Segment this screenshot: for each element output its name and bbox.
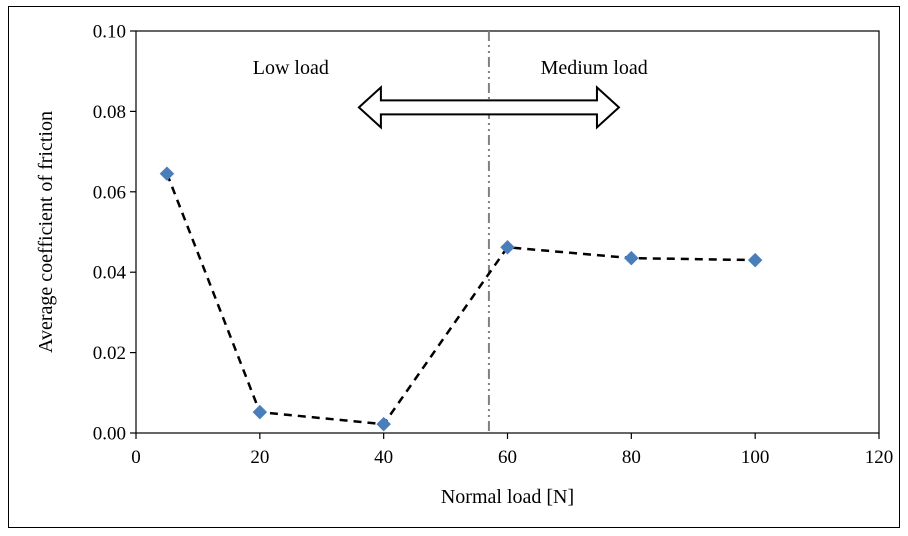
data-point xyxy=(252,404,268,420)
x-tick-label: 40 xyxy=(374,447,393,468)
y-tick-label: 0.04 xyxy=(93,263,127,284)
x-tick-label: 80 xyxy=(622,447,641,468)
x-tick-label: 100 xyxy=(741,447,770,468)
data-point xyxy=(623,250,639,266)
y-tick-label: 0.08 xyxy=(93,102,126,123)
y-tick-label: 0.10 xyxy=(93,22,126,43)
x-axis-ticks: 0 20 40 60 80 100 120 xyxy=(131,433,893,468)
data-point xyxy=(500,239,515,255)
y-tick-label: 0.02 xyxy=(93,343,126,364)
data-point xyxy=(376,416,392,432)
x-tick-label: 0 xyxy=(131,447,141,468)
data-point xyxy=(159,166,175,182)
low-load-label: Low load xyxy=(253,57,329,79)
y-axis-ticks: 0.00 0.02 0.04 0.06 0.08 0.10 xyxy=(93,22,136,445)
data-points xyxy=(159,166,763,432)
y-axis-label: Average coefficient of friction xyxy=(35,111,57,353)
data-point xyxy=(747,252,763,268)
x-tick-label: 120 xyxy=(865,447,894,468)
x-axis-label: Normal load [N] xyxy=(441,486,574,508)
medium-load-label: Medium load xyxy=(541,57,648,79)
x-tick-label: 60 xyxy=(498,447,517,468)
x-tick-label: 20 xyxy=(250,447,269,468)
y-tick-label: 0.06 xyxy=(93,182,126,203)
outer-frame xyxy=(8,6,900,528)
y-tick-label: 0.00 xyxy=(93,424,126,445)
double-arrow xyxy=(357,85,621,130)
